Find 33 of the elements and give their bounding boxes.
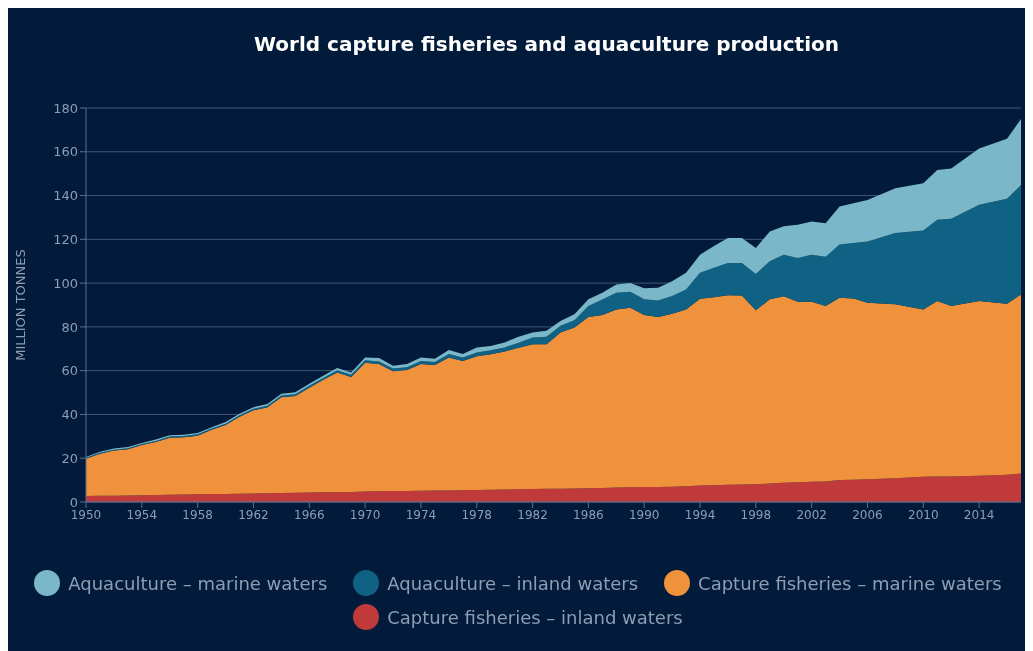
legend-label: Aquaculture – inland waters [387, 572, 639, 594]
x-tick-label: 1966 [294, 507, 325, 522]
y-axis-title: MILLION TONNES [12, 249, 28, 361]
legend-label: Capture fisheries – inland waters [387, 606, 683, 628]
y-tick-label: 140 [53, 188, 78, 204]
y-tick-label: 20 [61, 450, 78, 466]
y-tick-label: 120 [53, 231, 78, 247]
x-tick-label: 2002 [796, 507, 827, 522]
x-tick-label: 1982 [517, 507, 548, 522]
x-tick-label: 1978 [461, 507, 493, 522]
x-tick-label: 1962 [238, 507, 269, 522]
chart-title: World capture fisheries and aquaculture production [252, 31, 841, 58]
y-tick-label: 100 [53, 275, 78, 291]
x-tick-label: 1970 [349, 507, 381, 522]
y-tick-label: 180 [53, 100, 78, 116]
y-tick-label: 0 [69, 494, 78, 510]
x-tick-label: 1950 [70, 507, 102, 522]
x-tick-label: 1958 [182, 507, 213, 522]
legend-label: Aquaculture – marine waters [68, 572, 328, 594]
x-tick-label: 2010 [908, 507, 939, 522]
y-tick-label: 160 [53, 144, 78, 160]
x-tick-label: 2014 [963, 507, 995, 522]
x-tick-label: 1986 [573, 507, 604, 522]
x-tick-label: 1990 [628, 507, 660, 522]
y-tick-label: 40 [61, 407, 78, 423]
x-tick-label: 1954 [126, 507, 158, 522]
legend-label: Capture fisheries – marine waters [698, 572, 1002, 594]
y-tick-label: 60 [61, 363, 78, 379]
y-tick-label: 80 [61, 319, 78, 335]
x-tick-label: 1998 [740, 507, 772, 522]
x-tick-label: 1974 [405, 507, 437, 522]
x-tick-label: 2006 [852, 507, 883, 522]
x-tick-label: 1994 [684, 507, 716, 522]
